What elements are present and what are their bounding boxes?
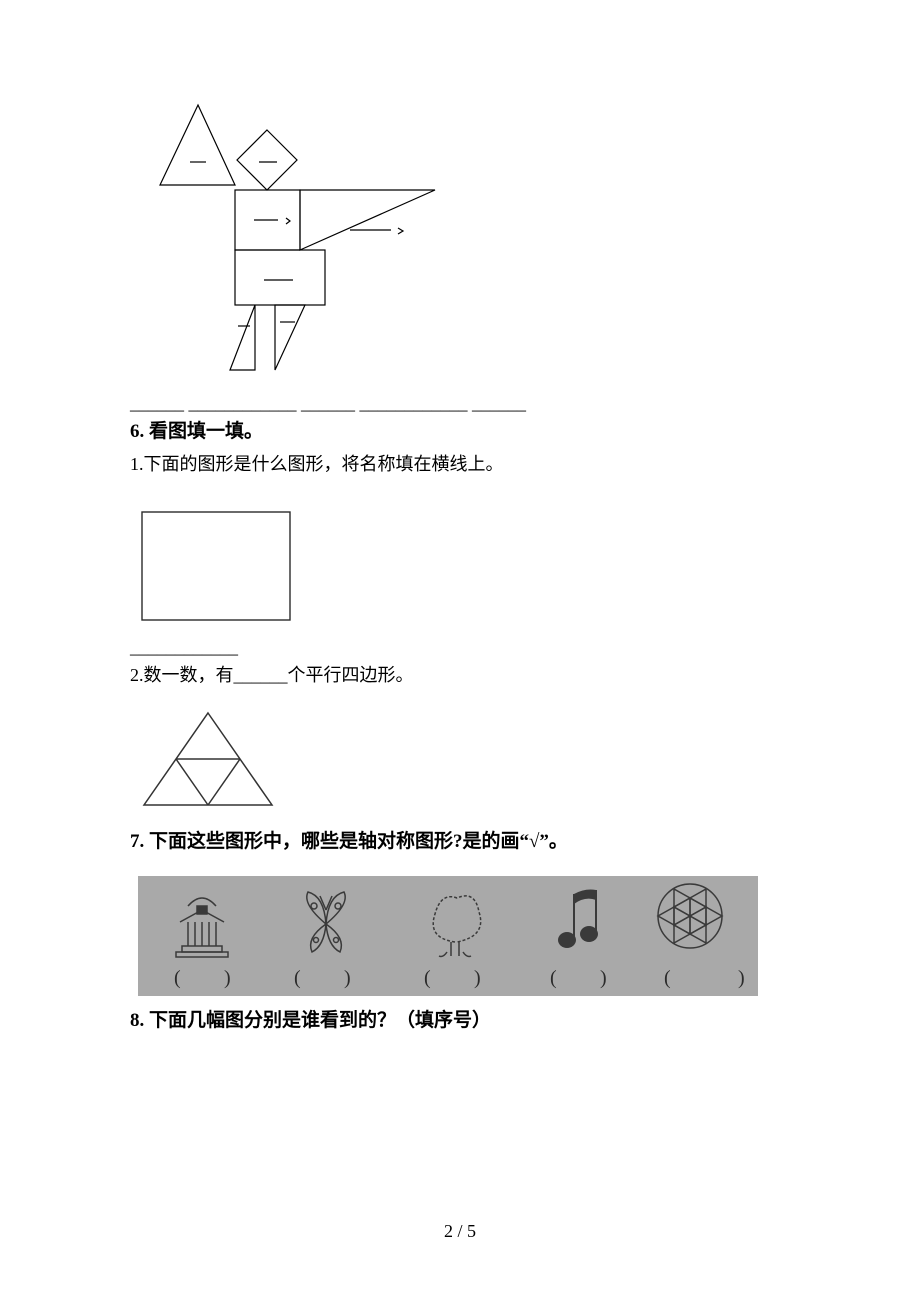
bird-figure (140, 100, 790, 385)
q7-heading: 7. 下面这些图形中，哪些是轴对称图形?是的画“√”。 (130, 828, 790, 857)
svg-text:): ) (344, 967, 351, 989)
triangle-svg (138, 709, 278, 809)
svg-text:): ) (600, 967, 607, 989)
svg-text:(: ( (174, 967, 181, 989)
svg-text:(: ( (664, 967, 671, 989)
q7-panel: () () () () () (138, 876, 790, 1001)
page-number: 2 / 5 (0, 1221, 920, 1242)
svg-text:(: ( (424, 967, 431, 989)
rectangle-svg (138, 508, 298, 626)
svg-text:): ) (738, 967, 745, 989)
svg-text:): ) (224, 967, 231, 989)
q6-sub2: 2.数一数，有______个平行四边形。 (130, 662, 790, 689)
bird-svg (140, 100, 440, 380)
bird-blanks-row: ______ ____________ ______ ____________ … (130, 393, 790, 414)
q6-blank1: ____________ (130, 637, 790, 658)
svg-text:(: ( (294, 967, 301, 989)
q6-rect-figure (138, 508, 790, 631)
symmetry-svg: () () () () () (138, 876, 758, 996)
svg-text:): ) (474, 967, 481, 989)
q6-triangle-figure (138, 709, 790, 814)
q8-heading: 8. 下面几幅图分别是谁看到的？（填序号） (130, 1007, 790, 1036)
svg-text:(: ( (550, 967, 557, 989)
q6-sub1: 1.下面的图形是什么图形，将名称填在横线上。 (130, 451, 790, 478)
q6-heading: 6. 看图填一填。 (130, 418, 790, 447)
